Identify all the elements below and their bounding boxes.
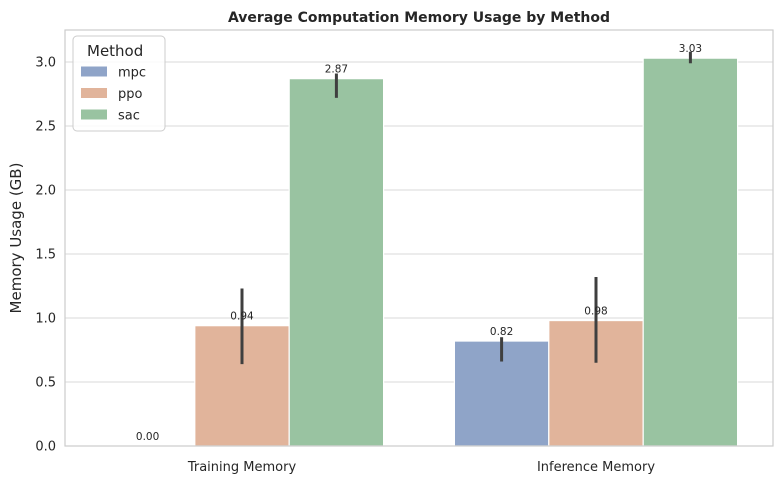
y-tick-label: 0.5	[35, 376, 56, 391]
y-tick-label: 2.5	[35, 120, 56, 135]
legend-title: Method	[87, 42, 143, 60]
legend-label-sac: sac	[118, 109, 140, 124]
y-axis-label: Memory Usage (GB)	[7, 163, 25, 314]
legend-swatch-ppo	[81, 88, 107, 98]
x-tick-label: Training Memory	[187, 460, 297, 475]
data-label-ppo: 0.98	[584, 306, 607, 318]
legend-label-mpc: mpc	[118, 66, 146, 81]
y-tick-label: 0.0	[35, 440, 56, 455]
y-tick-labels: 0.0 0.5 1.0 1.5 2.0 2.5 3.0	[35, 56, 56, 455]
data-label-mpc: 0.82	[490, 326, 513, 338]
data-label-ppo: 0.94	[230, 311, 254, 323]
legend-swatch-sac	[81, 109, 107, 120]
x-tick-label: Inference Memory	[537, 460, 655, 475]
data-label-sac: 2.87	[325, 64, 348, 76]
legend-swatch-mpc	[81, 66, 107, 77]
legend-box	[72, 35, 166, 132]
legend-items: mpc ppo sac	[81, 66, 146, 124]
y-tick-label: 1.0	[35, 312, 56, 327]
legend: Method mpc ppo sac	[72, 35, 166, 132]
plot-frame	[64, 29, 774, 447]
x-tick-labels: Training Memory Inference Memory	[187, 460, 656, 475]
bar-sac	[288, 78, 385, 447]
error-bars	[240, 51, 692, 365]
bar-sac	[642, 57, 739, 447]
y-tick-label: 1.5	[35, 248, 56, 263]
y-tick-label: 3.0	[35, 56, 56, 71]
data-label-mpc: 0.00	[136, 431, 159, 443]
data-labels: 0.00 0.94 2.87 0.82 0.98 3.03	[136, 43, 702, 443]
y-tick-label: 2.0	[35, 184, 56, 199]
legend-label-ppo: ppo	[118, 87, 143, 102]
data-label-sac: 3.03	[679, 43, 702, 55]
chart-title: Average Computation Memory Usage by Meth…	[228, 10, 610, 26]
